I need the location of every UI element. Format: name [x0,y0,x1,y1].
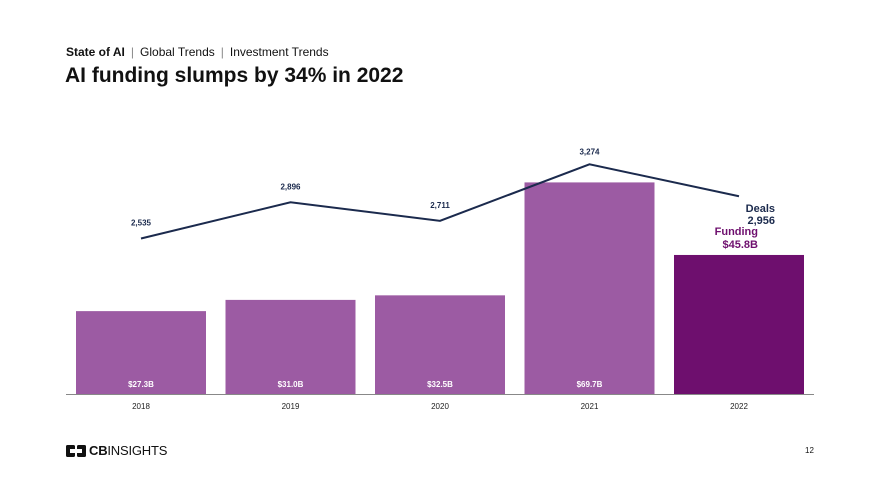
deal-label-2019: 2,896 [280,182,301,191]
bar-funding-2019 [225,299,356,394]
bar-funding-2022 [674,254,804,394]
page-number: 12 [805,446,814,455]
bar-label-2021: $69.7B [577,380,603,389]
x-tick-label-2019: 2019 [282,402,300,411]
funding-series-label: Funding [715,226,758,238]
deal-label-2022: 2,956 [747,215,775,227]
deal-label-2018: 2,535 [131,219,152,228]
breadcrumb-item-investment-trends: Investment Trends [229,45,329,59]
x-tick-label-2018: 2018 [132,402,150,411]
breadcrumb-separator: | [220,45,224,59]
cb-insights-logo-icon [66,444,86,457]
cb-insights-logo-text: CBINSIGHTS [89,443,168,458]
breadcrumb-item-global-trends: Global Trends [140,45,215,59]
deal-label-2020: 2,711 [430,201,450,210]
breadcrumb-separator: | [130,45,135,59]
bar-label-2019: $31.0B [278,380,304,389]
x-tick-label-2022: 2022 [730,402,748,411]
cb-insights-logo: CBINSIGHTS [66,443,167,458]
page-title: AI funding slumps by 34% in 2022 [65,64,404,87]
bar-label-2020: $32.5B [427,380,453,389]
bar-label-2018: $27.3B [128,380,154,389]
x-tick-label-2021: 2021 [581,402,599,411]
deals-series-label: Deals [746,203,775,215]
deal-label-2021: 3,274 [579,147,600,156]
deals-line [140,163,740,240]
bar-funding-2018 [76,311,206,394]
bar-label-2022: $45.8B [723,239,759,251]
breadcrumb: State of AI | Global Trends | Investment Tre… [66,45,329,59]
breadcrumb-item-state-of-ai: State of AI [66,45,125,59]
bar-funding-2020 [375,295,505,394]
bar-funding-2021 [524,182,655,394]
x-tick-label-2020: 2020 [431,402,449,411]
